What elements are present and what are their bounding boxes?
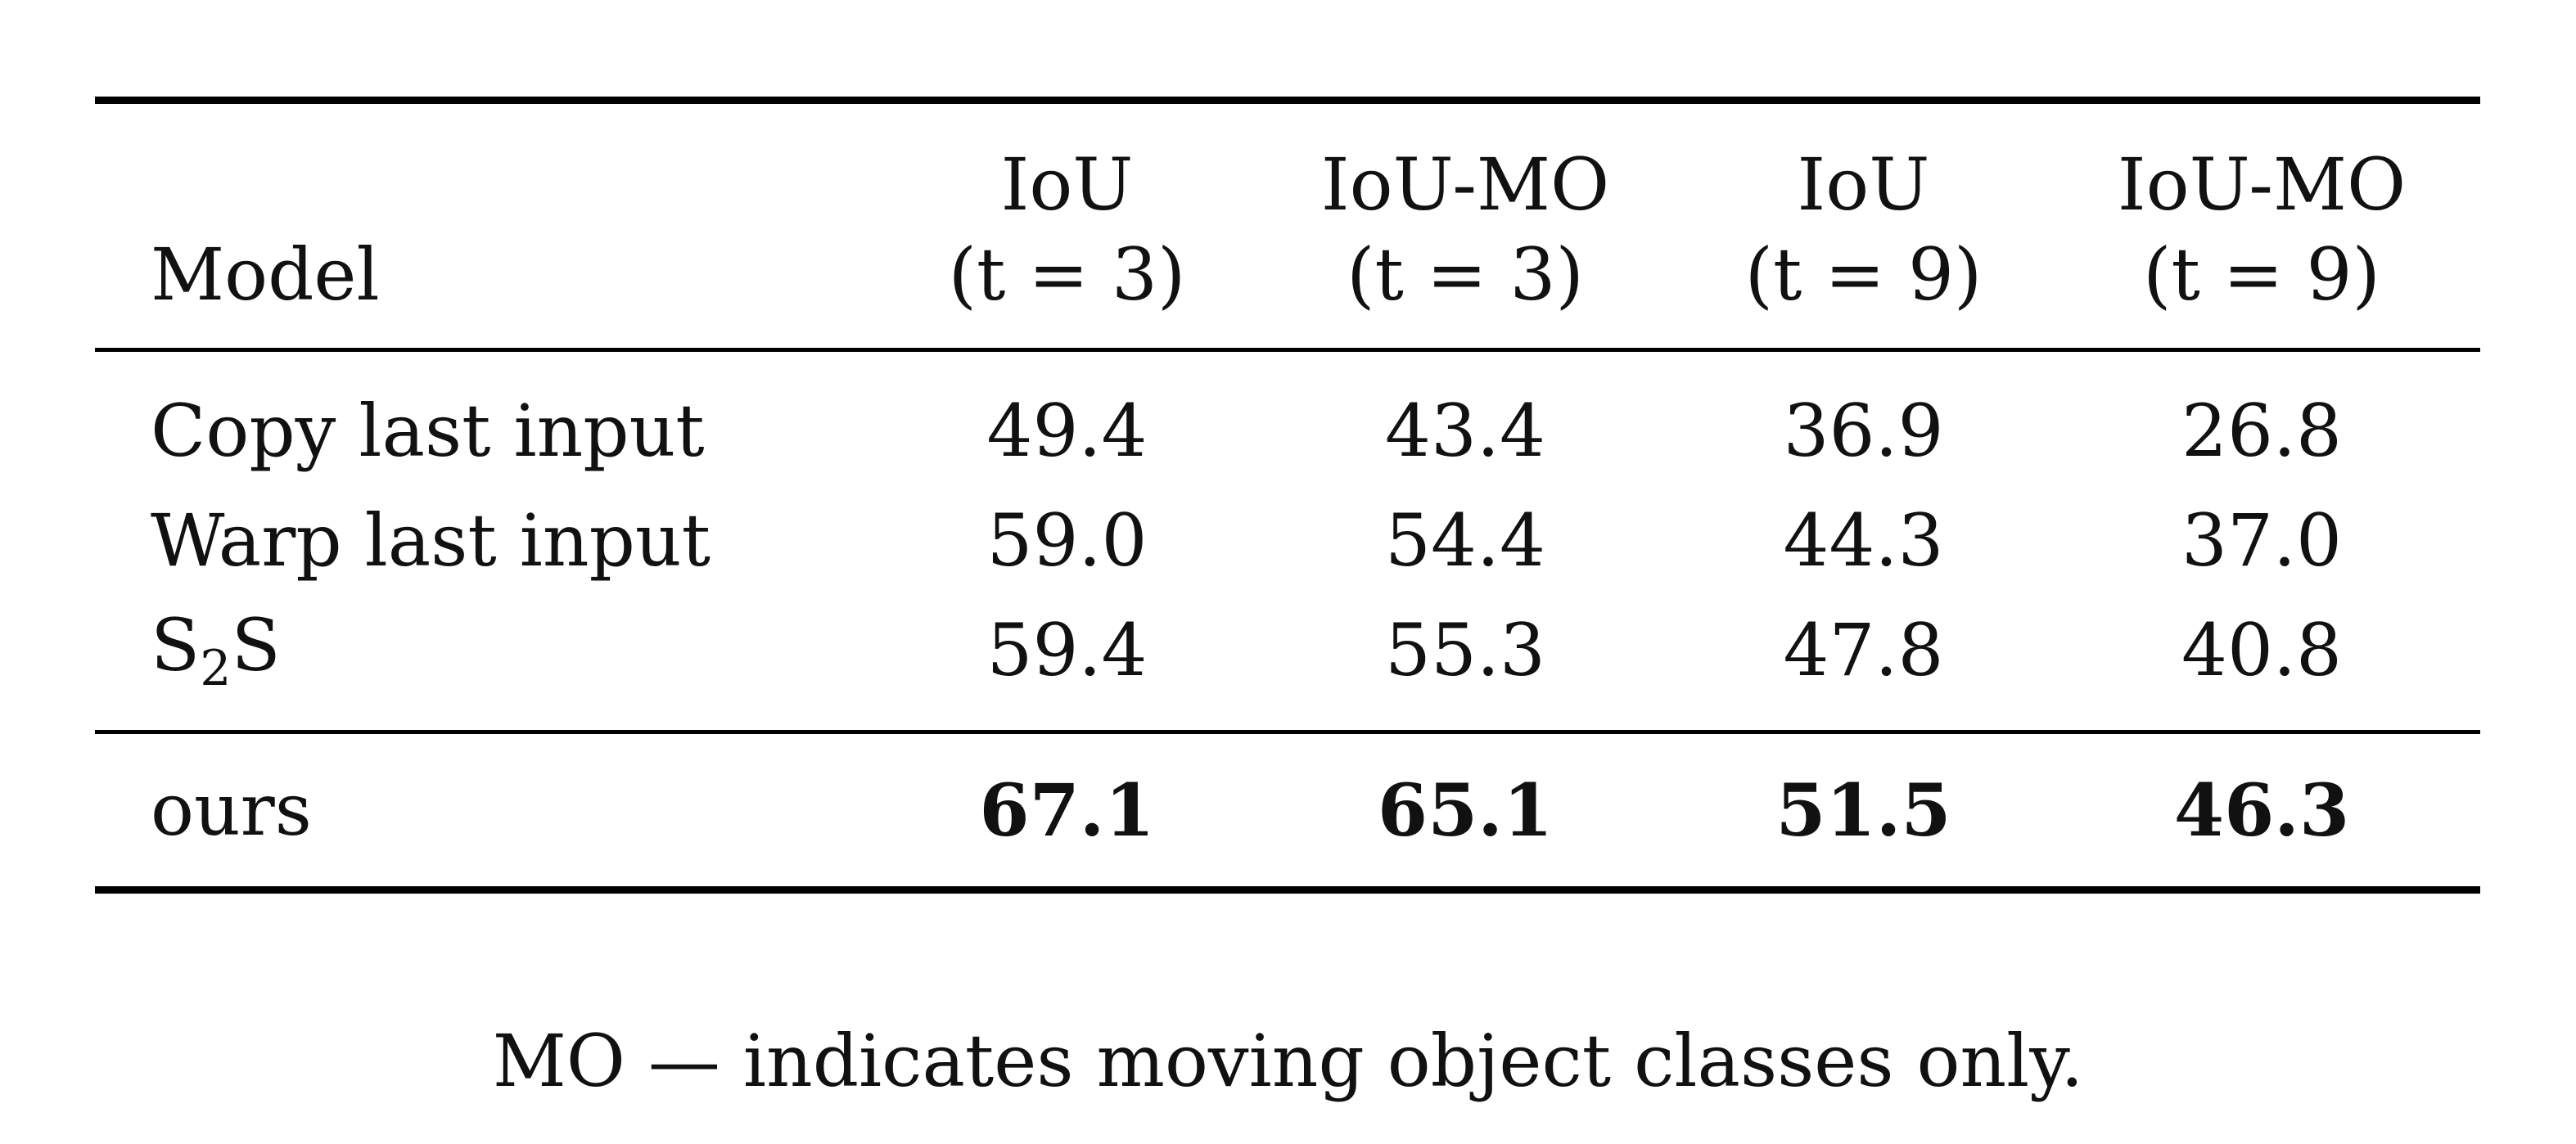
table-cell-bold: 51.5 <box>1775 767 1951 853</box>
model-name-subscript: 2 <box>200 639 232 697</box>
row-model-name: Copy last input <box>151 388 705 473</box>
header-blank <box>95 101 887 226</box>
header-col-4-line1: IoU-MO <box>2117 142 2407 227</box>
table-row: Copy last input 49.4 43.4 36.9 26.8 <box>95 349 2480 487</box>
row-model-name: ours <box>151 767 312 852</box>
header-col-4-line2: (t = 9) <box>2143 232 2380 318</box>
model-name-main: S <box>151 602 201 687</box>
model-name-tail: S <box>231 602 281 687</box>
results-table: IoU IoU-MO IoU IoU-MO Model (t = 3) (t =… <box>95 97 2480 894</box>
table-cell-bold: 65.1 <box>1377 767 1554 853</box>
header-col-2-line1: IoU-MO <box>1320 142 1610 227</box>
table-cell: 55.3 <box>1385 607 1545 692</box>
table-cell: 26.8 <box>2181 388 2342 473</box>
header-row-1: IoU IoU-MO IoU IoU-MO <box>95 100 2480 227</box>
header-col-3-line1: IoU <box>1797 142 1930 227</box>
table-cell: 47.8 <box>1783 607 1944 692</box>
header-col-1-line1: IoU <box>1000 142 1134 227</box>
row-model-name: S2S <box>95 596 887 732</box>
row-model-name: Warp last input <box>151 498 711 583</box>
baseline-rows: Copy last input 49.4 43.4 36.9 26.8 Warp… <box>95 349 2480 732</box>
table-cell: 59.4 <box>986 607 1148 692</box>
table-cell: 43.4 <box>1385 388 1545 473</box>
table-cell: 37.0 <box>2181 498 2342 583</box>
results-table-container: IoU IoU-MO IoU IoU-MO Model (t = 3) (t =… <box>95 97 2480 894</box>
table-cell-bold: 67.1 <box>979 767 1155 853</box>
table-row: S2S 59.4 55.3 47.8 40.8 <box>95 596 2480 732</box>
table-cell: 59.0 <box>986 498 1148 583</box>
table-cell: 36.9 <box>1783 388 1944 473</box>
header-model: Model <box>151 232 380 318</box>
table-cell: 49.4 <box>986 388 1148 473</box>
table-row-ours: ours 67.1 65.1 51.5 46.3 <box>95 732 2480 890</box>
ours-rows: ours 67.1 65.1 51.5 46.3 <box>95 732 2480 890</box>
table-caption: MO — indicates moving object classes onl… <box>492 1019 2084 1103</box>
table-cell: 44.3 <box>1783 498 1944 583</box>
header-col-2-line2: (t = 3) <box>1347 232 1584 318</box>
table-cell-bold: 46.3 <box>2173 767 2350 853</box>
header-col-3-line2: (t = 9) <box>1744 232 1983 318</box>
header-row-2: Model (t = 3) (t = 3) (t = 9) (t = 9) <box>95 225 2480 350</box>
table-row: Warp last input 59.0 54.4 44.3 37.0 <box>95 486 2480 596</box>
header-col-1-line2: (t = 3) <box>948 232 1186 318</box>
table-cell: 40.8 <box>2181 607 2342 692</box>
table-cell: 54.4 <box>1385 498 1545 583</box>
